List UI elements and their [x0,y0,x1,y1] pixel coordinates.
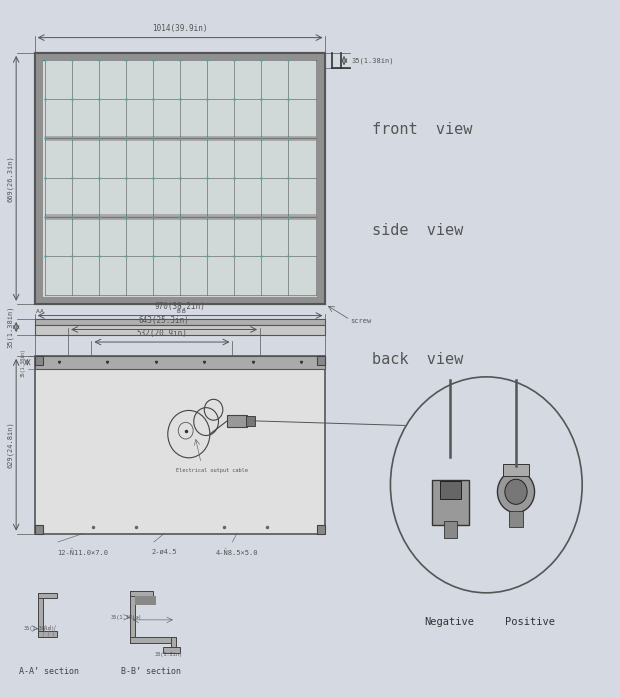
Text: 35(1.38in): 35(1.38in) [352,57,394,64]
Text: 2-ø4.5: 2-ø4.5 [151,549,177,555]
FancyBboxPatch shape [440,481,461,500]
Text: front  view: front view [372,122,472,137]
Text: 669(26.3in): 669(26.3in) [7,155,14,202]
Text: screw: screw [350,318,371,324]
FancyBboxPatch shape [35,356,43,365]
FancyBboxPatch shape [135,597,156,605]
FancyBboxPatch shape [317,356,326,365]
FancyBboxPatch shape [38,593,56,598]
Text: side  view: side view [372,223,463,238]
Text: 35(1.38in): 35(1.38in) [20,348,25,377]
Text: Positive: Positive [505,617,555,628]
FancyBboxPatch shape [35,356,326,369]
Text: 35(1.38in): 35(1.38in) [24,626,55,631]
Text: 970(38.2in): 970(38.2in) [154,302,205,311]
FancyBboxPatch shape [130,637,175,643]
FancyBboxPatch shape [41,60,319,297]
Text: 35(1.38in): 35(1.38in) [111,615,142,620]
FancyBboxPatch shape [45,214,316,220]
FancyBboxPatch shape [35,319,326,325]
FancyBboxPatch shape [171,637,175,653]
FancyBboxPatch shape [163,647,180,653]
Text: B-B’ section: B-B’ section [121,667,180,676]
FancyBboxPatch shape [444,521,457,537]
Text: 1014(39.9in): 1014(39.9in) [153,24,208,34]
Text: Negative: Negative [424,617,474,628]
Text: back  view: back view [372,352,463,367]
Text: 532(20.9in): 532(20.9in) [136,329,187,338]
FancyBboxPatch shape [246,416,255,426]
FancyBboxPatch shape [503,464,529,477]
FancyBboxPatch shape [38,593,43,637]
FancyBboxPatch shape [227,415,247,427]
Text: B: B [182,309,185,313]
FancyBboxPatch shape [130,591,153,597]
Text: 12-Ñ11.0×7.0: 12-Ñ11.0×7.0 [57,549,108,556]
Text: A: A [36,309,40,313]
Text: 35(1.38in): 35(1.38in) [7,306,14,348]
Text: 4-Ñ8.5×5.0: 4-Ñ8.5×5.0 [216,549,258,556]
Text: 643(25.3in): 643(25.3in) [139,316,190,325]
FancyBboxPatch shape [45,135,316,141]
FancyBboxPatch shape [38,631,56,637]
FancyBboxPatch shape [317,524,326,533]
Text: Electrical output cable: Electrical output cable [177,468,249,473]
FancyBboxPatch shape [35,53,326,60]
Text: 30(1.2in): 30(1.2in) [155,653,183,658]
FancyBboxPatch shape [432,480,469,524]
FancyBboxPatch shape [45,60,316,295]
FancyBboxPatch shape [509,511,523,527]
FancyBboxPatch shape [35,524,43,533]
FancyBboxPatch shape [317,53,326,304]
Text: 629(24.8in): 629(24.8in) [7,422,14,468]
Text: A: A [40,309,43,313]
Circle shape [497,471,534,513]
Circle shape [391,377,582,593]
FancyBboxPatch shape [130,591,135,643]
Text: B: B [176,309,180,313]
FancyBboxPatch shape [35,356,326,533]
FancyBboxPatch shape [35,325,326,335]
FancyBboxPatch shape [35,53,326,304]
FancyBboxPatch shape [35,53,43,304]
Circle shape [505,480,527,505]
FancyBboxPatch shape [35,297,326,304]
Text: A-A’ section: A-A’ section [19,667,79,676]
